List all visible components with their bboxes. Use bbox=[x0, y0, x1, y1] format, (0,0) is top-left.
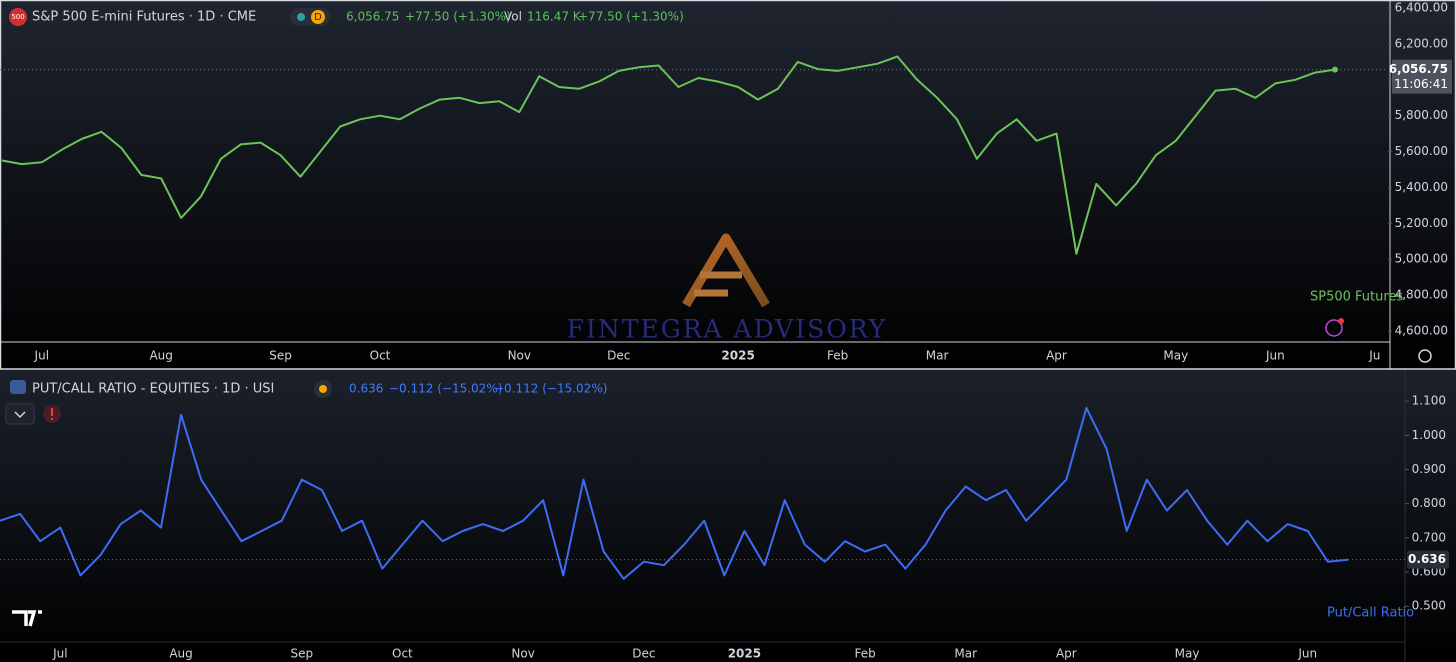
bottom-pane-bg bbox=[0, 370, 1456, 662]
quote-last: 0.636 bbox=[349, 382, 383, 396]
y-tick-label: 0.900 bbox=[1412, 462, 1446, 476]
quote-last: 6,056.75 bbox=[346, 10, 399, 24]
interval-badge bbox=[311, 10, 325, 24]
y-tick-label: 5,200.00 bbox=[1395, 216, 1448, 230]
y-tick-label: 5,800.00 bbox=[1395, 108, 1448, 122]
last-price-label: 6,056.75 bbox=[1389, 62, 1448, 76]
warning-dot bbox=[51, 418, 53, 420]
x-tick-label: 2025 bbox=[728, 647, 761, 661]
flag-icon bbox=[10, 380, 26, 394]
quote-change-2: −0.112 (−15.02%) bbox=[494, 382, 607, 396]
y-tick-label: 1.000 bbox=[1412, 428, 1446, 442]
watermark-logo bbox=[682, 233, 770, 308]
y-tick-label: 4,600.00 bbox=[1395, 323, 1448, 337]
x-tick-label: Oct bbox=[370, 349, 391, 363]
collapse-button[interactable] bbox=[5, 403, 35, 425]
quote-change: −0.112 (−15.02%) bbox=[389, 382, 502, 396]
status-dot bbox=[297, 13, 305, 21]
x-tick-label: Aug bbox=[149, 349, 172, 363]
alert-dot bbox=[1338, 318, 1344, 324]
tv-logo bbox=[12, 610, 42, 627]
vol-label: Vol bbox=[504, 10, 522, 24]
last-price-badge bbox=[1407, 550, 1449, 569]
x-tick-label: Mar bbox=[954, 647, 977, 661]
x-tick-label: Ju bbox=[1368, 349, 1380, 363]
x-tick-label: Oct bbox=[392, 647, 413, 661]
x-tick-label: Nov bbox=[508, 349, 531, 363]
x-tick-label: Aug bbox=[169, 647, 192, 661]
x-tick-label: Sep bbox=[290, 647, 313, 661]
x-tick-label: May bbox=[1163, 349, 1188, 363]
y-tick-label: 0.800 bbox=[1412, 496, 1446, 510]
alert-icon[interactable] bbox=[1325, 319, 1343, 337]
collapse-chevron bbox=[14, 411, 26, 419]
y-tick-label: 4,800.00 bbox=[1395, 288, 1448, 302]
x-tick-label: Apr bbox=[1046, 349, 1067, 363]
x-tick-label: Jun bbox=[1265, 349, 1285, 363]
pane-title: PUT/CALL RATIO - EQUITIES · 1D · USI bbox=[32, 382, 274, 397]
vol-value: 116.47 K bbox=[527, 10, 582, 24]
symbol-badge bbox=[9, 8, 27, 26]
last-price-label: 0.636 bbox=[1408, 552, 1446, 566]
series-label: Put/Call Ratio bbox=[1327, 606, 1414, 621]
pane-title: S&P 500 E-mini Futures · 1D · CME bbox=[32, 10, 256, 25]
y-tick-label: 5,600.00 bbox=[1395, 144, 1448, 158]
last-point bbox=[1332, 66, 1338, 73]
y-tick-label: 5,400.00 bbox=[1395, 180, 1448, 194]
x-tick-label: Feb bbox=[827, 349, 848, 363]
countdown: 11:06:41 bbox=[1394, 77, 1448, 91]
x-tick-label: 2025 bbox=[721, 349, 754, 363]
y-tick-label: 6,200.00 bbox=[1395, 36, 1448, 50]
last-price-badge bbox=[1392, 59, 1452, 94]
y-tick-label: 1.100 bbox=[1412, 394, 1446, 408]
x-tick-label: Feb bbox=[855, 647, 876, 661]
series-label: SP500 Futures bbox=[1310, 290, 1403, 305]
status-icon-sun bbox=[319, 385, 327, 393]
x-tick-label: Sep bbox=[269, 349, 292, 363]
series-line bbox=[0, 406, 1349, 580]
x-tick-label: Dec bbox=[607, 349, 630, 363]
y-tick-label: 0.500 bbox=[1412, 599, 1446, 613]
interval-badge-text: D bbox=[314, 12, 322, 23]
vol-change: +77.50 (+1.30%) bbox=[578, 10, 684, 24]
top-pane-bg bbox=[0, 0, 1456, 370]
x-tick-label: Jul bbox=[34, 349, 49, 363]
series-line bbox=[1, 55, 1336, 255]
quote-change: +77.50 (+1.30%) bbox=[405, 10, 511, 24]
x-tick-label: May bbox=[1175, 647, 1200, 661]
x-tick-label: Jun bbox=[1297, 647, 1317, 661]
x-tick-label: Nov bbox=[511, 647, 534, 661]
x-tick-label: Mar bbox=[926, 349, 949, 363]
x-tick-label: Jul bbox=[52, 647, 67, 661]
watermark-text: FINTEGRA ADVISORY bbox=[567, 315, 888, 344]
warning-mark bbox=[51, 408, 53, 416]
x-tick-label: Dec bbox=[632, 647, 655, 661]
settings-icon[interactable] bbox=[1418, 349, 1432, 363]
x-tick-label: Apr bbox=[1056, 647, 1077, 661]
y-tick-label: 0.700 bbox=[1412, 530, 1446, 544]
y-tick-label: 5,000.00 bbox=[1395, 252, 1448, 266]
symbol-badge-text: 500 bbox=[11, 13, 24, 21]
y-tick-label: 6,400.00 bbox=[1395, 1, 1448, 15]
